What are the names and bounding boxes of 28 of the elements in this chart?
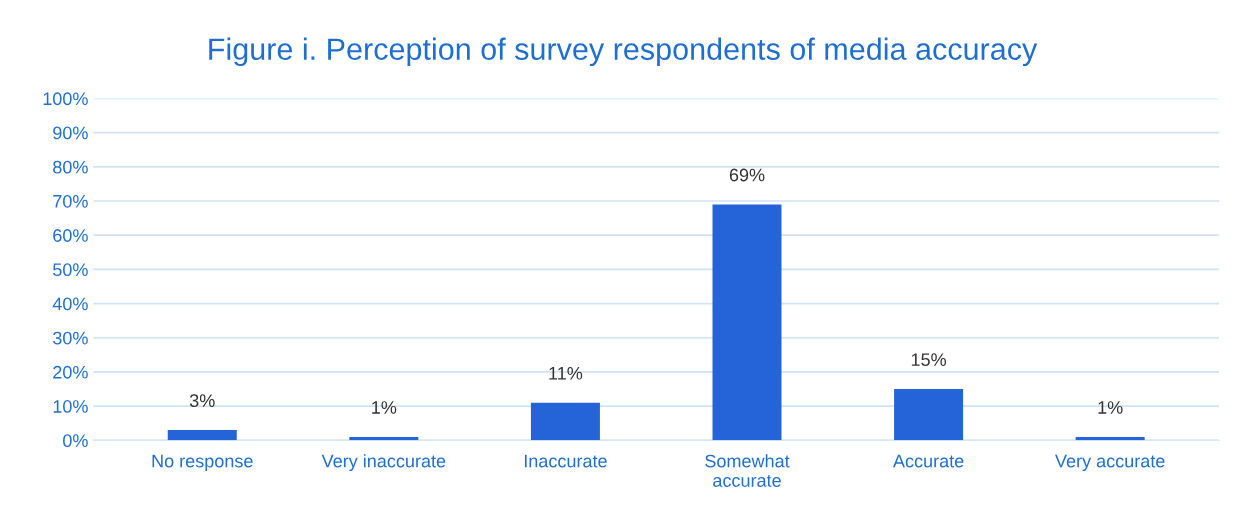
- data-label: 3%: [189, 394, 215, 408]
- y-tick-label: 90%: [53, 126, 88, 140]
- y-tick-label: 60%: [53, 229, 88, 242]
- data-label: 1%: [372, 401, 397, 414]
- x-tick-label: No response: [152, 454, 253, 472]
- data-label: 69%: [729, 168, 765, 182]
- y-tick-label: 40%: [52, 297, 88, 311]
- x-tick-label: Very accurate: [1055, 454, 1165, 472]
- y-tick-label: 100%: [43, 92, 88, 106]
- data-label: 15%: [911, 353, 947, 366]
- bar: [167, 430, 237, 441]
- bar: [712, 204, 782, 441]
- y-tick-label: 20%: [53, 365, 88, 379]
- x-tick-label: Somewhat accurate: [705, 454, 790, 487]
- y-tick-label: 70%: [53, 194, 88, 208]
- x-tick-label: Inaccurate: [524, 454, 607, 468]
- y-tick-label: 0%: [63, 434, 88, 448]
- data-label: 1%: [1098, 401, 1123, 414]
- x-tick-label: Accurate: [893, 454, 964, 468]
- bar: [530, 402, 600, 441]
- data-label: 11%: [549, 366, 583, 380]
- y-tick-label: 10%: [53, 400, 88, 413]
- y-tick-label: 80%: [53, 160, 88, 174]
- y-tick-label: 30%: [52, 331, 88, 345]
- bar: [894, 389, 964, 441]
- chart-title: Figure i. Perception of survey respondents of media accuracy: [209, 37, 1038, 67]
- y-tick-label: 50%: [53, 263, 88, 277]
- x-tick-label: Very inaccurate: [321, 454, 446, 472]
